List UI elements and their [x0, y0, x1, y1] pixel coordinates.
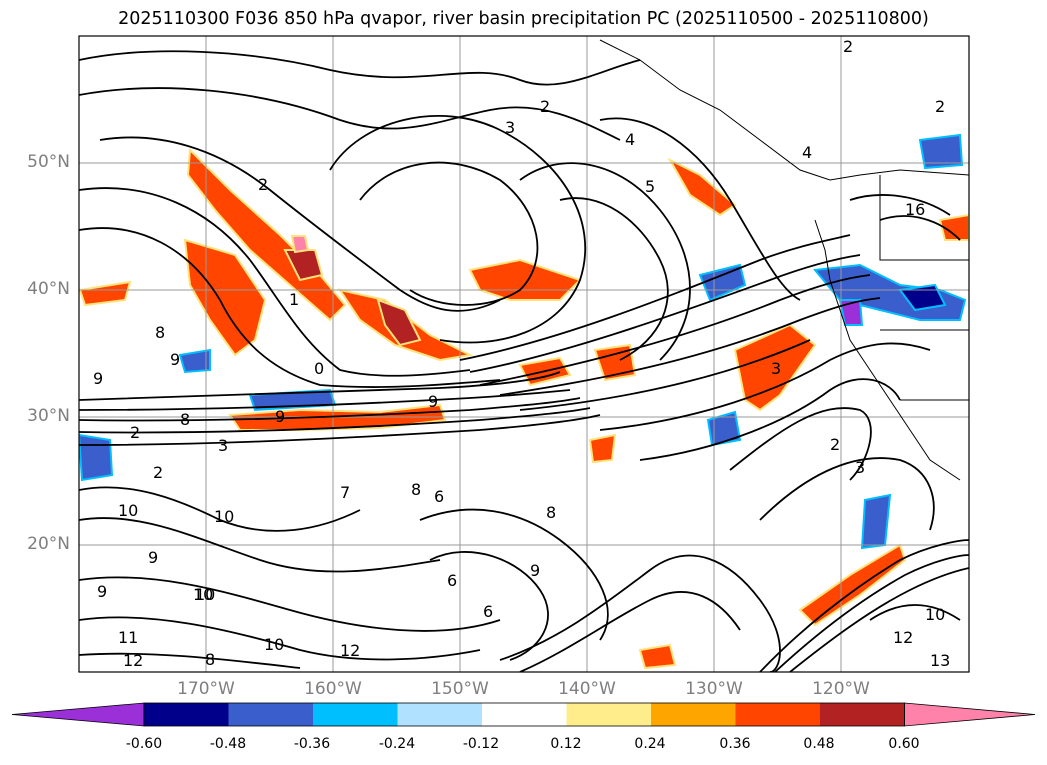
colorbar-tick: 0.36 [719, 736, 751, 752]
lat-label-30n: 30°N [27, 406, 70, 426]
contour-label: 12 [340, 641, 360, 660]
plot-frame [78, 35, 970, 673]
map-title: 2025110300 F036 850 hPa qvapor, river ba… [118, 9, 929, 29]
contour-label-group: 2 3 4 5 2 2 1 0 8 9 9 8 2 3 9 10 10 9 9 … [93, 37, 950, 670]
contour-label: 10 [195, 585, 215, 604]
precip-neg-2 [898, 283, 947, 312]
contour-label: 8 [546, 503, 556, 522]
contour-label: 9 [275, 407, 285, 426]
contour-label: 8 [180, 410, 190, 429]
colorbar-tick: -0.48 [209, 736, 247, 752]
colorbar-tick: 0.60 [888, 736, 920, 752]
contour-label: 10 [264, 635, 284, 654]
precip-neg-5 [706, 410, 742, 447]
contour-label: 9 [530, 561, 540, 580]
contour-label: 2 [153, 463, 163, 482]
lat-label-20n: 20°N [27, 534, 70, 554]
precip-band-14 [79, 280, 132, 307]
contour-label: 9 [148, 548, 158, 567]
contour-label: 0 [314, 359, 324, 378]
contour-label: 2 [935, 97, 945, 116]
contour-label: 3 [505, 118, 515, 137]
contour-label: 4 [625, 130, 635, 149]
lat-label-40n: 40°N [27, 279, 70, 299]
contour-label: 9 [97, 582, 107, 601]
precip-neg-7 [918, 133, 964, 170]
precip-neg-4 [79, 433, 114, 482]
colorbar-tick: -0.36 [293, 736, 331, 752]
precip-positive-bands [79, 147, 969, 670]
colorbar-tick: -0.12 [462, 736, 500, 752]
contour-label: 10 [193, 585, 213, 604]
contour-label: 2 [130, 423, 140, 442]
contour-label: 9 [428, 392, 438, 411]
contour-label: 10 [925, 605, 945, 624]
contour-label: 2 [540, 97, 550, 116]
precip-neg-8 [860, 493, 892, 550]
contour-label: 3 [855, 458, 865, 477]
contour-label: 3 [771, 359, 781, 378]
lon-label-120w: 120°W [812, 679, 870, 699]
precip-neg-core [838, 299, 864, 326]
precip-band-2 [183, 238, 267, 357]
colorbar-tick: 0.48 [803, 736, 835, 752]
contour-label: 2 [258, 175, 268, 194]
colorbar-tick: 0.12 [550, 736, 582, 752]
contour-label: 6 [447, 571, 457, 590]
lon-label-160w: 160°W [304, 679, 362, 699]
contour-label: 6 [434, 487, 444, 506]
contour-label: 9 [170, 350, 180, 369]
precip-band-11 [938, 213, 969, 241]
plot-area [79, 36, 969, 672]
colorbar-tick: -0.24 [378, 736, 416, 752]
lon-label-140w: 140°W [558, 679, 616, 699]
contour-label: 4 [802, 143, 812, 162]
precip-band-9 [593, 343, 637, 382]
precip-band-12 [638, 643, 677, 670]
precip-band-15 [588, 433, 617, 464]
contour-label: 12 [893, 628, 913, 647]
contour-label: 8 [411, 480, 421, 499]
contour-label: 5 [645, 177, 655, 196]
qvapor-contours [79, 50, 969, 672]
contour-label: 10 [214, 507, 234, 526]
lon-label-170w: 170°W [177, 679, 235, 699]
contour-label: 9 [93, 369, 103, 388]
precip-neg-9 [178, 348, 211, 374]
contour-label: 6 [483, 602, 493, 621]
precip-core-pink [290, 235, 310, 254]
contour-label: 2 [843, 37, 853, 56]
precip-band-4 [376, 298, 422, 347]
contour-label: 2 [830, 435, 840, 454]
coastlines [599, 39, 969, 672]
precip-negative-bands [79, 133, 967, 550]
contour-label: 10 [118, 501, 138, 520]
contour-label: 3 [218, 436, 228, 455]
precip-band-10 [798, 543, 907, 627]
contour-label: 8 [155, 323, 165, 342]
contour-label: 16 [905, 200, 925, 219]
colorbar-tick: 0.24 [634, 736, 666, 752]
contour-label: 8 [205, 650, 215, 669]
contour-label: 12 [123, 651, 143, 670]
contour-label: 1 [289, 290, 299, 309]
contour-label: 11 [118, 628, 138, 647]
lat-label-50n: 50°N [27, 152, 70, 172]
lon-label-150w: 150°W [431, 679, 489, 699]
precip-band-7 [667, 157, 737, 217]
colorbar-tick: -0.60 [125, 736, 163, 752]
contour-label: 13 [930, 651, 950, 670]
precip-neg-3 [698, 263, 747, 302]
contour-label: 7 [340, 483, 350, 502]
lon-label-130w: 130°W [685, 679, 743, 699]
